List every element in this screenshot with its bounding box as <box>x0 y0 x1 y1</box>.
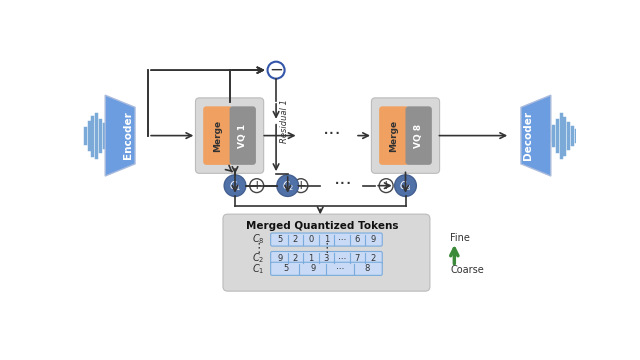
Text: $C_8$: $C_8$ <box>399 179 412 193</box>
Text: ⋯: ⋯ <box>338 253 346 262</box>
Text: $C_8$: $C_8$ <box>252 233 264 247</box>
Text: 7: 7 <box>355 253 360 262</box>
Text: Merged Quantized Tokens: Merged Quantized Tokens <box>246 221 399 231</box>
Text: 8: 8 <box>364 264 370 273</box>
Text: ···: ··· <box>323 125 341 144</box>
Text: +: + <box>252 179 262 192</box>
Text: 2: 2 <box>293 253 298 262</box>
Text: 5: 5 <box>277 235 283 244</box>
Text: $C_2$: $C_2$ <box>282 179 294 193</box>
Text: 9: 9 <box>371 235 376 244</box>
Text: Fine: Fine <box>451 233 470 243</box>
FancyBboxPatch shape <box>379 106 408 165</box>
Text: ⋮: ⋮ <box>252 242 264 255</box>
Text: 9: 9 <box>310 264 316 273</box>
Text: $C_1$: $C_1$ <box>252 262 264 276</box>
Circle shape <box>224 175 246 197</box>
Text: Encoder: Encoder <box>123 112 133 159</box>
Text: Coarse: Coarse <box>451 265 484 275</box>
Text: $C_1$: $C_1$ <box>228 179 241 193</box>
Circle shape <box>268 62 285 78</box>
Text: 5: 5 <box>283 264 289 273</box>
Circle shape <box>250 179 264 193</box>
FancyBboxPatch shape <box>204 106 233 165</box>
Text: Decoder: Decoder <box>523 111 533 160</box>
FancyBboxPatch shape <box>230 106 256 165</box>
Text: +: + <box>381 179 392 192</box>
Text: 2: 2 <box>293 235 298 244</box>
Text: 1: 1 <box>308 253 314 262</box>
Circle shape <box>395 175 417 197</box>
FancyBboxPatch shape <box>271 252 382 265</box>
Text: VQ 8: VQ 8 <box>414 123 423 148</box>
FancyBboxPatch shape <box>195 98 264 173</box>
Circle shape <box>294 179 308 193</box>
Text: ⋯: ⋯ <box>336 264 344 273</box>
Text: 6: 6 <box>355 235 360 244</box>
Circle shape <box>277 175 298 197</box>
FancyBboxPatch shape <box>371 98 440 173</box>
Text: Merge: Merge <box>214 120 223 152</box>
Text: −: − <box>269 61 283 79</box>
Text: 3: 3 <box>324 253 329 262</box>
Text: ⋮: ⋮ <box>320 242 333 255</box>
Text: +: + <box>296 179 306 192</box>
Text: $C_2$: $C_2$ <box>252 251 264 265</box>
Circle shape <box>379 179 393 193</box>
Text: ···: ··· <box>334 175 353 194</box>
FancyBboxPatch shape <box>271 233 382 246</box>
Text: 1: 1 <box>324 235 329 244</box>
Text: Merge: Merge <box>389 120 398 152</box>
FancyBboxPatch shape <box>271 262 382 275</box>
Polygon shape <box>521 95 551 176</box>
Polygon shape <box>105 95 135 176</box>
FancyBboxPatch shape <box>406 106 432 165</box>
Text: 9: 9 <box>277 253 283 262</box>
Text: 0: 0 <box>308 235 314 244</box>
Text: Residual 1: Residual 1 <box>280 99 289 143</box>
Text: ⋯: ⋯ <box>338 235 346 244</box>
Text: VQ 1: VQ 1 <box>238 123 247 148</box>
FancyBboxPatch shape <box>223 214 430 291</box>
Text: 2: 2 <box>371 253 376 262</box>
